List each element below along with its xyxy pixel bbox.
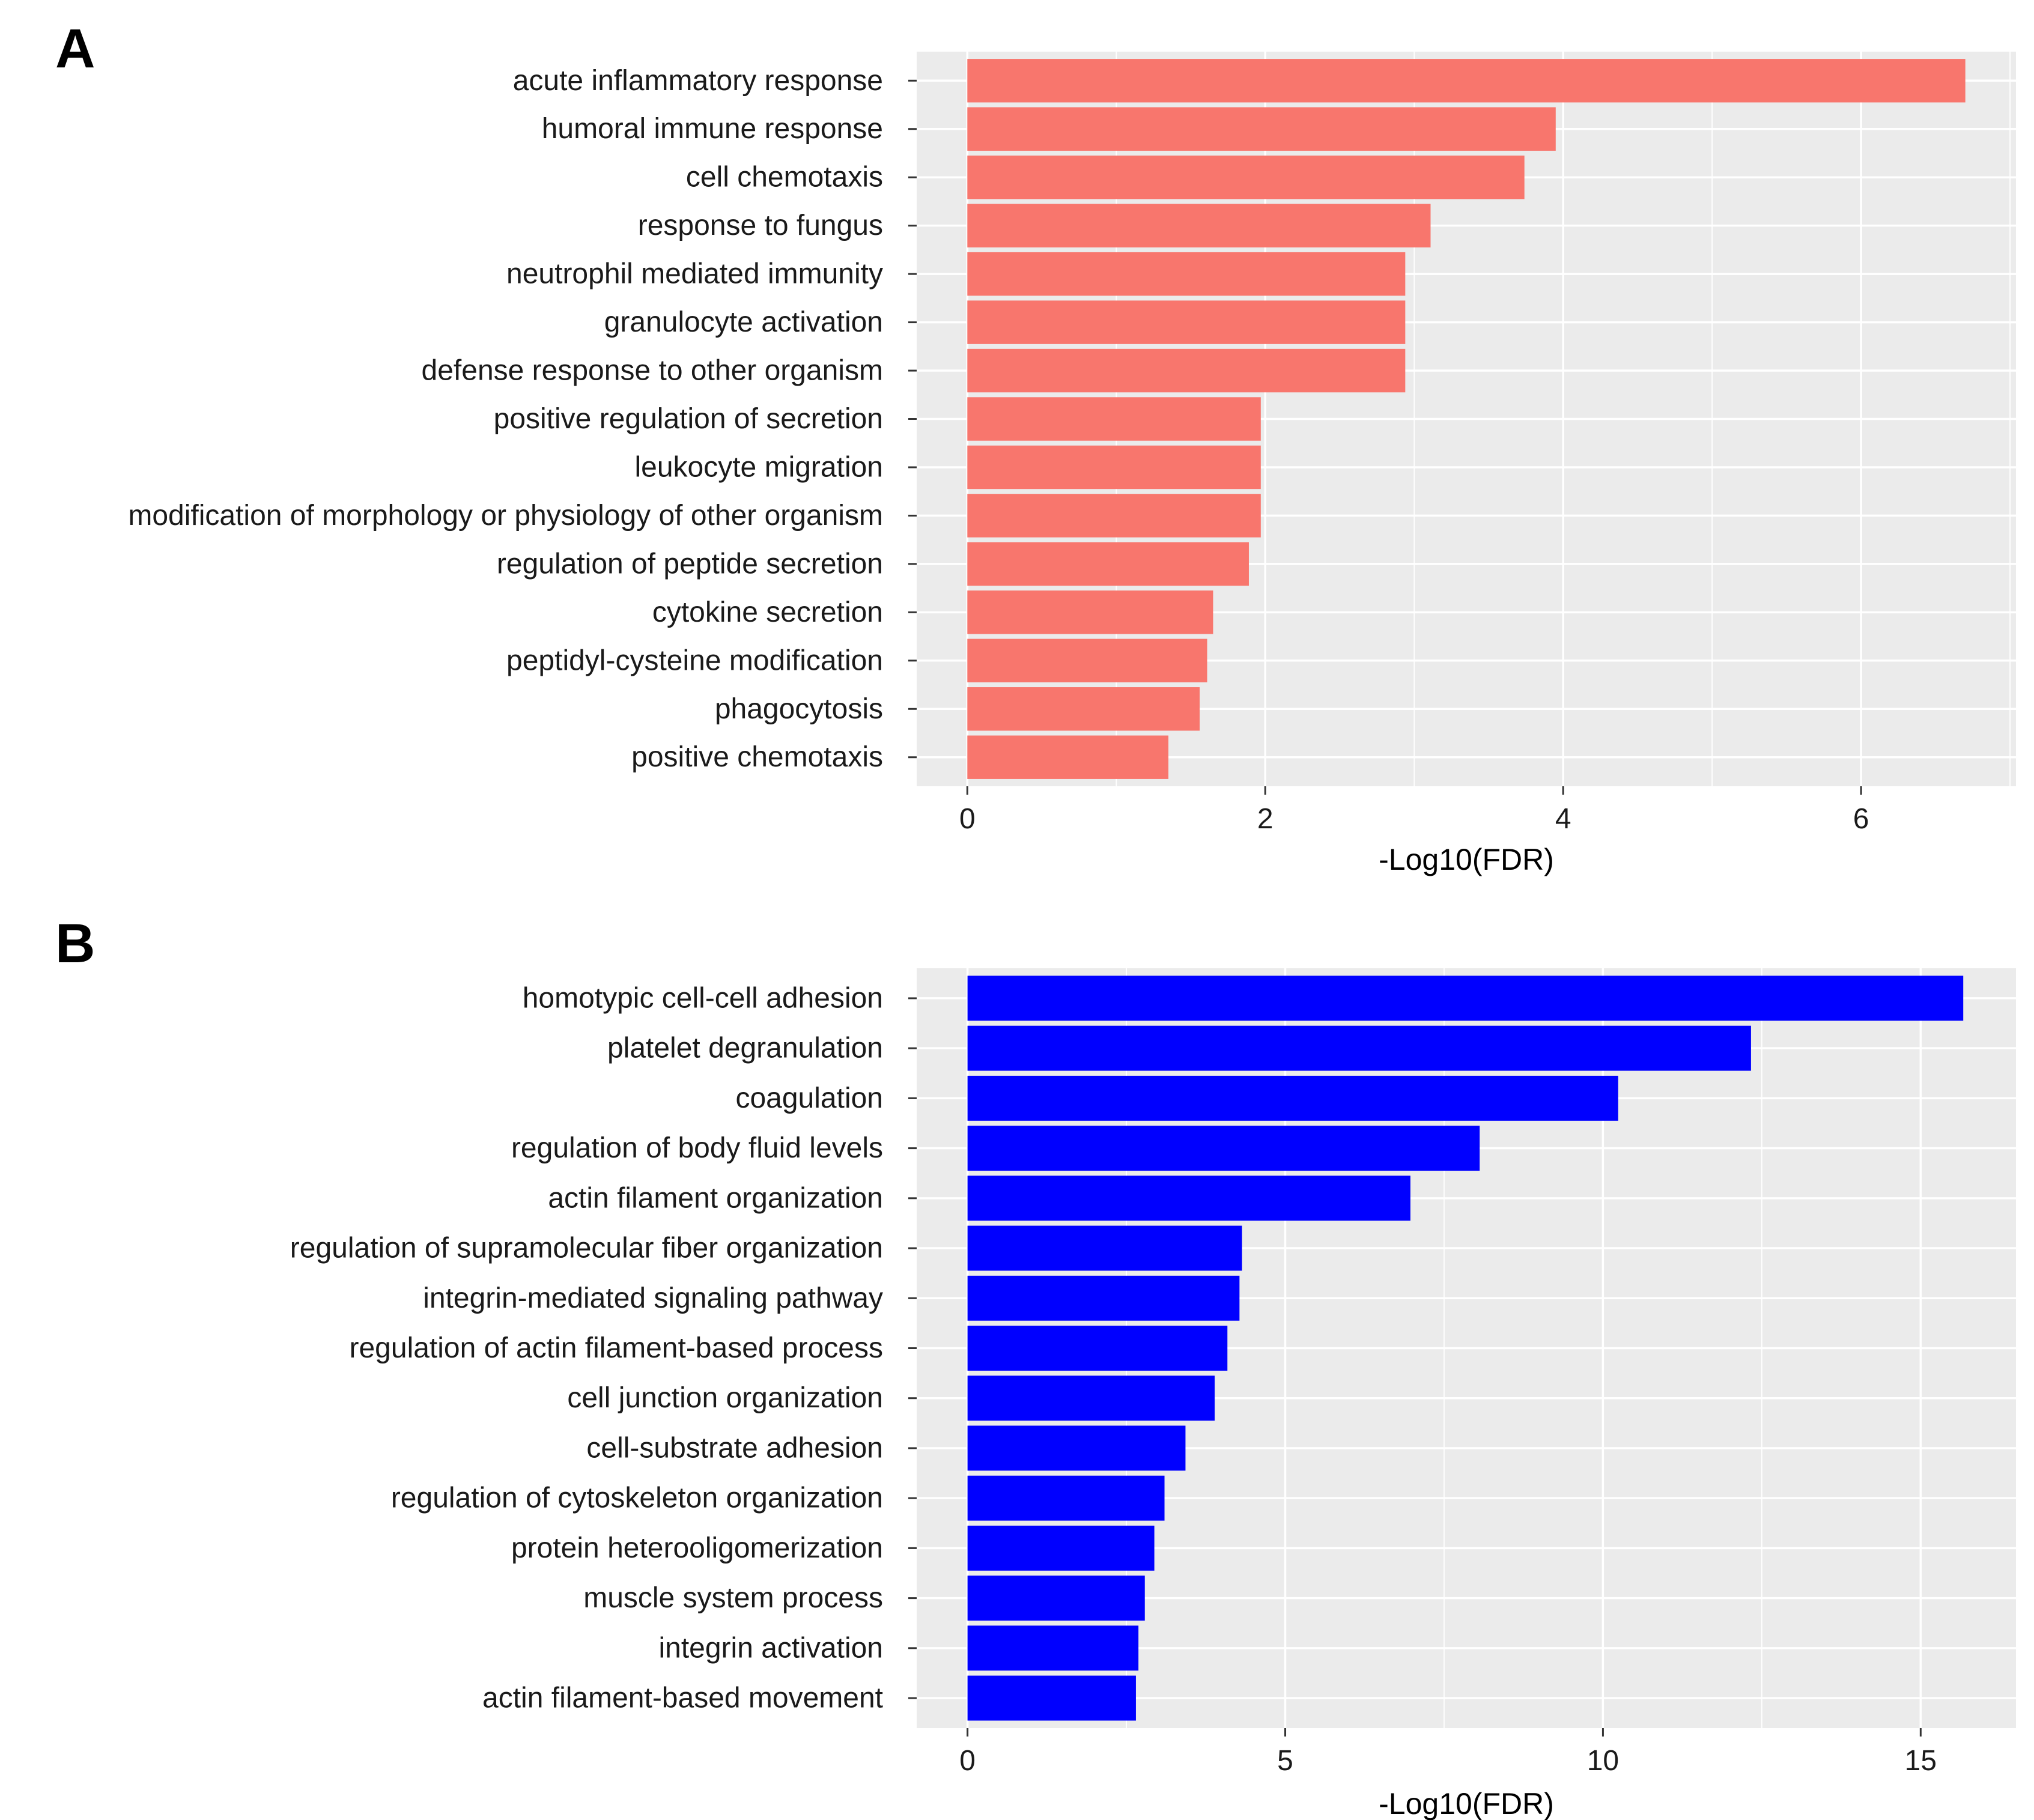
category-label: regulation of peptide secretion (497, 548, 883, 580)
panel-a-bars (967, 59, 1966, 779)
x-tick-label: 0 (959, 1745, 976, 1777)
category-label: integrin-mediated signaling pathway (423, 1282, 883, 1314)
panel-b: B homotypic cell-cell adhesion platelet d… (55, 913, 2016, 1820)
bar-cell-chemotaxis (967, 155, 1525, 199)
bar-regulation-of-peptide-secretion (967, 542, 1249, 586)
bar-response-to-fungus (967, 204, 1431, 247)
panel-b-category-labels: homotypic cell-cell adhesion platelet deg… (290, 982, 917, 1714)
x-tick-label: 6 (1853, 803, 1869, 835)
x-tick-label: 4 (1555, 803, 1571, 835)
category-label: homotypic cell-cell adhesion (523, 982, 883, 1014)
bar-positive-chemotaxis (967, 735, 1169, 779)
bar-regulation-of-actin-filament-based-process (967, 1326, 1228, 1371)
bar-cell-substrate-adhesion (967, 1425, 1186, 1471)
bar-coagulation (967, 1075, 1618, 1121)
category-label: actin filament organization (548, 1182, 883, 1214)
bar-defense-response-to-other-organism (967, 348, 1406, 393)
panel-b-letter: B (55, 913, 95, 974)
category-label: coagulation (735, 1082, 883, 1114)
bar-cytokine-secretion (967, 590, 1213, 634)
bar-neutrophil-mediated-immunity (967, 252, 1406, 296)
bar-regulation-of-body-fluid-levels (967, 1126, 1480, 1171)
bar-regulation-of-supramolecular-fiber-organization (967, 1225, 1242, 1271)
category-label: cytokine secretion (652, 596, 883, 628)
panel-a-letter: A (55, 18, 95, 79)
bar-positive-regulation-of-secretion (967, 397, 1261, 441)
category-label: leukocyte migration (634, 451, 883, 483)
panel-a: A acute inflammatory response humoral imm… (55, 18, 2016, 876)
category-label: cell chemotaxis (686, 162, 883, 193)
category-label: modification of morphology or physiology… (128, 500, 883, 532)
bar-peptidyl-cysteine-modification (967, 639, 1207, 683)
category-label: peptidyl-cysteine modification (506, 645, 883, 676)
category-label: response to fungus (638, 210, 883, 241)
category-label: muscle system process (583, 1582, 883, 1614)
bar-integrin-mediated-signaling-pathway (967, 1275, 1240, 1321)
bar-modification-of-morphology-or-physiology-of-other-organism (967, 494, 1261, 538)
category-label: regulation of supramolecular fiber organ… (290, 1233, 883, 1264)
bar-regulation-of-cytoskeleton-organization (967, 1475, 1165, 1521)
category-label: positive regulation of secretion (494, 403, 883, 435)
category-label: actin filament-based movement (482, 1682, 883, 1714)
bar-actin-filament-organization (967, 1175, 1410, 1221)
panel-a-category-labels: acute inflammatory response humoral immun… (128, 65, 917, 773)
category-label: regulation of actin filament-based proce… (350, 1332, 884, 1364)
category-label: integrin activation (658, 1632, 883, 1664)
category-label: cell junction organization (567, 1382, 883, 1414)
bar-phagocytosis (967, 687, 1200, 731)
category-label: regulation of body fluid levels (511, 1132, 883, 1164)
bar-leukocyte-migration (967, 445, 1261, 490)
category-label: cell-substrate adhesion (586, 1432, 883, 1464)
panel-b-x-axis-title: -Log10(FDR) (1379, 1787, 1554, 1820)
bar-humoral-immune-response (967, 107, 1556, 151)
x-tick-label: 10 (1587, 1745, 1619, 1777)
panel-b-bars (967, 975, 1964, 1721)
category-label: humoral immune response (542, 113, 883, 145)
bar-protein-heterooligomerization (967, 1525, 1155, 1571)
bar-cell-junction-organization (967, 1376, 1215, 1421)
bar-muscle-system-process (967, 1576, 1145, 1621)
bar-platelet-degranulation (967, 1025, 1751, 1071)
x-tick-label: 5 (1277, 1745, 1293, 1777)
bar-homotypic-cell-cell-adhesion (967, 975, 1964, 1021)
bar-integrin-activation (967, 1625, 1139, 1671)
x-tick-label: 2 (1257, 803, 1274, 835)
category-label: granulocyte activation (604, 306, 883, 338)
panel-b-x-axis: 0 5 10 15 (959, 1728, 1937, 1777)
category-label: defense response to other organism (422, 355, 883, 387)
category-label: phagocytosis (715, 693, 883, 725)
category-label: neutrophil mediated immunity (506, 258, 883, 290)
category-label: protein heterooligomerization (511, 1532, 883, 1564)
panel-a-x-axis: 0 2 4 6 (959, 786, 1869, 835)
category-label: regulation of cytoskeleton organization (391, 1482, 883, 1514)
bar-granulocyte-activation (967, 300, 1406, 344)
bar-acute-inflammatory-response (967, 59, 1966, 103)
x-tick-label: 0 (959, 803, 976, 835)
x-tick-label: 15 (1905, 1745, 1937, 1777)
panel-a-x-axis-title: -Log10(FDR) (1379, 843, 1554, 876)
category-label: positive chemotaxis (631, 741, 883, 773)
category-label: acute inflammatory response (513, 65, 883, 97)
bar-actin-filament-based-movement (967, 1675, 1136, 1721)
category-label: platelet degranulation (607, 1033, 883, 1064)
